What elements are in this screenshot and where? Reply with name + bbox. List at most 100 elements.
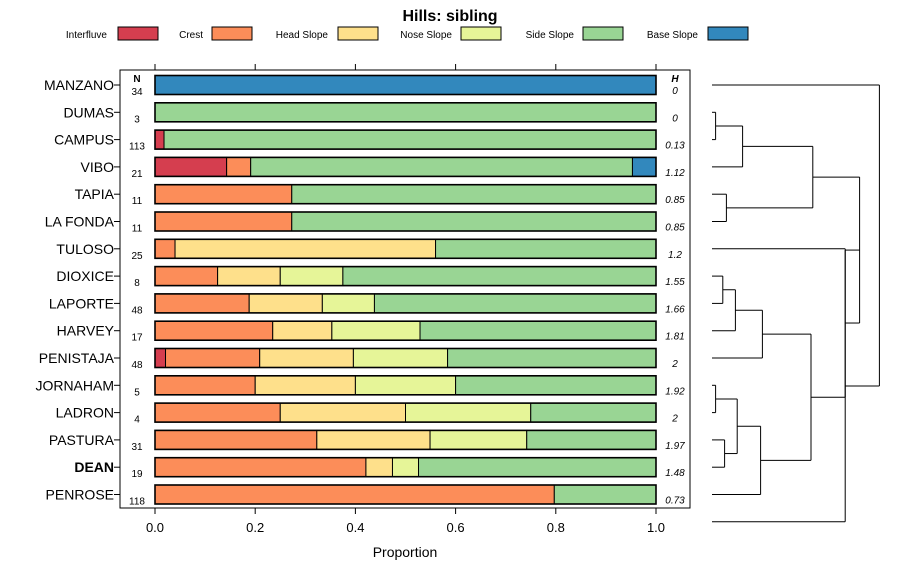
bar-segment [631,156,657,177]
bar-outline [154,211,657,232]
n-column-header: N [133,74,140,85]
row-h-value: 2 [671,414,678,425]
bar-segment [154,429,318,450]
row-label: VIBO [81,159,115,175]
row-h-value: 0.13 [665,141,685,152]
x-axis-label: Proportion [373,544,438,560]
bar-outline [154,456,657,478]
x-tick-label: 0.0 [146,520,164,535]
row-h-value: 0 [672,113,678,124]
legend-label: Side Slope [526,30,575,41]
bar-segment [248,293,323,314]
legend-label: Base Slope [647,30,699,41]
bar-segment [154,238,176,259]
x-tick-label: 0.8 [547,520,565,535]
bar-segment [321,293,375,314]
row-label: DEAN [74,459,114,475]
legend-swatch [211,26,253,41]
bar-outline [154,74,657,96]
bar-segment [553,484,657,505]
legend-label: Nose Slope [400,30,452,41]
row-n-count: 11 [132,224,143,235]
row-label: PASTURA [49,432,115,448]
bar-segment [455,375,657,396]
x-tick-label: 0.6 [447,520,465,535]
row-label: PENISTAJA [39,350,115,366]
bar-segment [405,402,532,423]
bar-segment [154,484,555,505]
row-n-count: 48 [131,360,143,371]
bar-segment [154,129,165,150]
bar-segment [342,266,657,287]
bar-segment [418,457,657,478]
legend-swatch [337,26,379,41]
bar-segment [154,156,228,177]
bar-outline [154,484,657,505]
bar-segment [154,320,274,341]
row-n-count: 21 [131,169,143,180]
bar-segment [154,375,256,396]
row-label: LADRON [56,405,114,421]
bar-segment [154,184,293,205]
row-n-count: 113 [129,142,145,153]
bar-outline [154,183,657,205]
bar-segment [154,457,367,478]
row-label: HARVEY [57,323,115,339]
row-h-value: 0.85 [665,195,685,206]
row-label: JORNAHAM [35,377,114,393]
bar-segment [365,457,393,478]
bar-segment [217,266,281,287]
row-n-count: 17 [131,333,143,344]
bar-segment [154,266,219,287]
bar-segment [154,402,281,423]
row-label: TULOSO [56,241,114,257]
bar-outline [154,429,657,451]
bar-segment [526,429,657,450]
row-h-value: 2 [671,359,678,370]
bar-segment [272,320,333,341]
bar-outline [154,156,657,178]
row-label: DIOXICE [56,268,114,284]
bar-outline [154,347,657,369]
row-n-count: 3 [134,114,140,125]
row-n-count: 25 [131,251,143,262]
row-h-value: 1.55 [665,277,685,288]
legend-swatch [460,26,502,41]
bar-segment [250,156,633,177]
legend-label: Interfluve [66,30,108,41]
bar-segment [447,348,657,368]
row-h-value: 0.73 [665,496,685,507]
bar-segment [316,429,431,450]
bars-group: N H MANZANO 34 0 DUMAS 3 0 CAMPUS 113 0.13 VIBO 21 1.… [35,74,685,508]
bar-outline [154,102,657,123]
bar-segment [174,238,437,259]
row-label: CAMPUS [54,132,114,148]
bar-segment [165,348,261,368]
bar-segment [291,211,657,232]
row-h-value: 1.81 [665,332,684,343]
bar-outline [154,374,657,396]
bar-segment [354,375,457,396]
bar-segment [163,129,657,150]
bar-segment [279,402,406,423]
legend-label: Crest [179,30,203,41]
bar-segment [259,348,354,368]
row-n-count: 8 [134,278,140,289]
row-h-value: 1.97 [665,441,685,452]
legend: Interfluve Crest Head Slope Nose Slope Side … [66,26,749,41]
row-n-count: 48 [131,305,143,316]
bar-outline [154,293,657,314]
bar-outline [154,265,657,287]
bar-outline [154,320,657,342]
bar-segment [279,266,344,287]
x-tick-label: 0.4 [346,520,364,535]
row-n-count: 31 [131,442,143,453]
bar-outline [154,238,657,260]
row-n-count: 34 [131,87,143,98]
bar-segment [373,293,657,314]
row-h-value: 0 [672,86,678,97]
bar-segment [530,402,657,423]
row-label: LAPORTE [49,295,114,311]
bar-segment [391,457,420,478]
